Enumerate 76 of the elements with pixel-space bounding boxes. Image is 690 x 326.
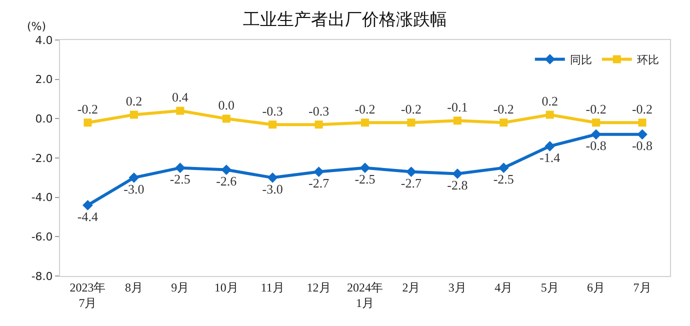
point [592, 118, 600, 127]
point [176, 106, 184, 115]
data-label: -2.5 [354, 172, 376, 187]
point [84, 118, 92, 127]
data-label: 0.2 [126, 93, 142, 108]
data-label: -2.5 [170, 172, 190, 187]
point [221, 164, 232, 175]
x-tick-label: 9月 [171, 280, 190, 294]
y-tick-label: -8.0 [31, 270, 53, 283]
data-label: 0.0 [218, 97, 234, 112]
point [590, 129, 602, 140]
point [268, 120, 277, 129]
data-label: -2.5 [493, 172, 514, 187]
point [544, 141, 556, 152]
point [130, 110, 138, 119]
data-label: 0.4 [172, 90, 189, 105]
data-label: -0.3 [308, 103, 330, 118]
point [498, 162, 509, 174]
point [361, 118, 369, 127]
y-tick-label: 2.0 [35, 73, 53, 86]
data-label: -2.7 [400, 176, 422, 191]
y-tick-label: 0.0 [35, 112, 53, 126]
x-tick-label: 2月 [402, 280, 420, 294]
legend-label: 同比 [570, 54, 592, 67]
y-tick-label: 4.0 [35, 34, 53, 47]
point [222, 114, 230, 123]
x-tick-label: 2024年 1月 [347, 280, 383, 310]
x-tick-label: 2023年 7月 [70, 280, 106, 310]
data-label: -2.8 [447, 177, 468, 192]
x-tick-label: 7月 [633, 280, 652, 294]
y-tick-label: -4.0 [31, 191, 53, 204]
point [174, 162, 186, 174]
chart-title: 工业生产者出厂价格涨跌幅 [243, 10, 447, 30]
point [500, 118, 508, 127]
data-label: -0.2 [493, 101, 514, 116]
y-tick-label: -2.0 [31, 152, 53, 165]
data-label: -3.0 [124, 181, 144, 196]
data-label: -0.2 [632, 101, 653, 116]
point [314, 166, 324, 177]
point [128, 172, 140, 183]
x-tick-label: 6月 [587, 280, 606, 294]
point [452, 168, 463, 179]
data-label: -2.7 [308, 176, 330, 191]
data-label: -0.3 [262, 103, 283, 118]
x-tick-label: 10月 [214, 280, 238, 294]
data-label: -4.4 [77, 208, 99, 224]
point [546, 110, 554, 119]
y-tick-label: -6.0 [31, 230, 53, 244]
x-tick-label: 3月 [448, 280, 466, 294]
point [453, 116, 462, 125]
x-tick-label: 4月 [494, 280, 513, 294]
y-axis-title: (%) [27, 20, 46, 33]
point [638, 118, 646, 127]
point [637, 129, 648, 140]
data-label: -0.2 [586, 101, 606, 116]
data-label: -0.2 [354, 101, 376, 116]
data-label: -3.0 [262, 181, 283, 196]
point [360, 162, 370, 174]
data-label: -2.6 [216, 174, 238, 189]
data-label: -1.4 [540, 150, 561, 165]
data-label: 0.2 [542, 93, 558, 108]
legend-label: 环比 [636, 54, 659, 67]
data-label: -0.8 [632, 138, 653, 154]
data-label: -0.2 [77, 101, 98, 116]
point [407, 118, 416, 127]
data-label: -0.2 [400, 101, 422, 116]
point [314, 120, 323, 129]
data-label: -0.8 [586, 138, 606, 154]
x-tick-label: 12月 [306, 280, 331, 294]
x-tick-label: 11月 [260, 280, 284, 294]
point [267, 172, 278, 183]
data-label: -0.1 [447, 99, 468, 114]
x-tick-label: 8月 [124, 280, 143, 294]
point [406, 166, 416, 177]
point [82, 200, 93, 210]
x-tick-label: 5月 [540, 280, 559, 294]
